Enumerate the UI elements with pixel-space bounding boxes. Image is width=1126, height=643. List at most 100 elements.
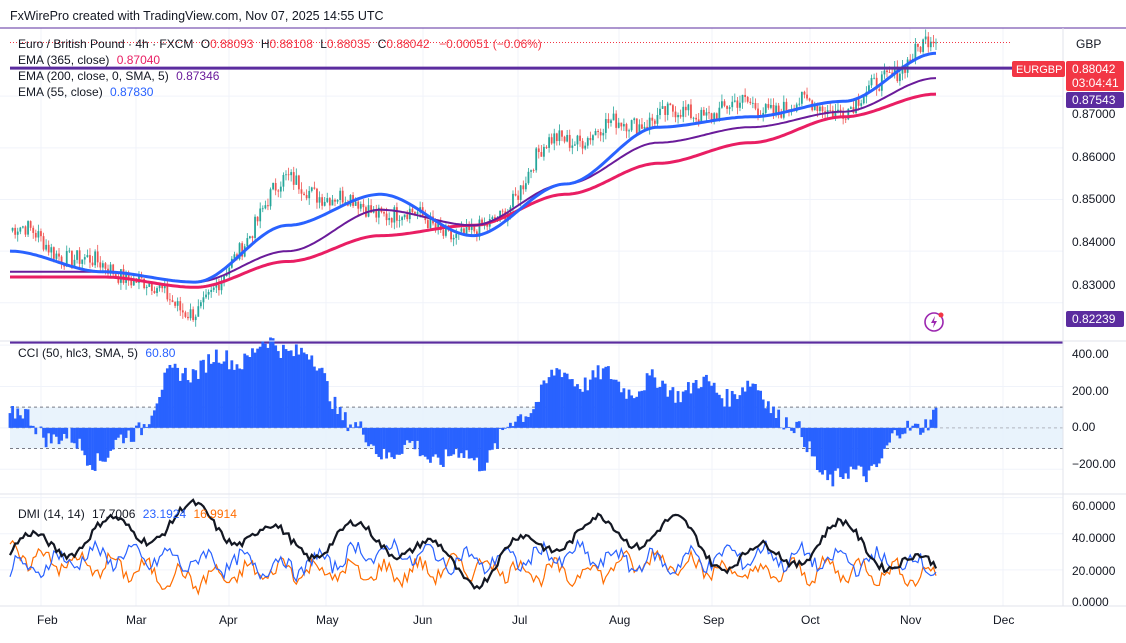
cci-bar	[622, 388, 626, 428]
candle	[692, 116, 695, 123]
time-axis[interactable]: Feb Mar Apr May Jun Jul Aug Sep Oct Nov …	[37, 613, 1014, 627]
cci-bar	[901, 427, 904, 435]
candle	[581, 138, 584, 155]
candle	[197, 299, 200, 317]
cci-bar	[862, 427, 866, 477]
lightning-icon[interactable]	[924, 312, 944, 332]
candle	[695, 113, 698, 124]
cci-legend[interactable]: CCI (50, hlc3, SMA, 5) 60.80	[18, 346, 176, 360]
candle	[806, 87, 808, 101]
dmi-legend[interactable]: DMI (14, 14) 17.7006 23.1924 16.9914	[18, 507, 237, 521]
candle	[568, 129, 571, 152]
time-tick: May	[316, 613, 339, 627]
cci-bar	[176, 367, 180, 428]
chart-credit: FxWirePro created with TradingView.com, …	[10, 9, 384, 23]
candle	[153, 286, 156, 294]
cci-bar	[307, 359, 311, 428]
cci-bar	[485, 427, 489, 463]
candle	[852, 100, 855, 114]
cci-bar	[841, 427, 845, 480]
cci-bar	[225, 350, 229, 428]
cci-bar	[717, 394, 721, 428]
candle	[532, 168, 535, 173]
cci-axis[interactable]: 400.00 200.00 0.00 −200.00	[1072, 347, 1116, 471]
ohlc-legend[interactable]: Euro / British Pound · 4h · FXCM O0.8809…	[18, 37, 542, 51]
cci-bar	[271, 338, 275, 428]
cci-pane[interactable]	[8, 337, 1063, 487]
cci-bar	[165, 368, 169, 428]
ema200-label: EMA (200, close, 0, SMA, 5)	[18, 69, 169, 83]
ema200-value: 0.87346	[176, 69, 220, 83]
candle	[169, 293, 171, 306]
cci-bar	[85, 427, 89, 466]
cci-bar	[372, 427, 376, 446]
minus-di-line	[9, 539, 937, 596]
candle	[808, 97, 811, 102]
cci-bar	[400, 427, 404, 454]
cci-bar	[558, 369, 561, 428]
cci-bar	[674, 402, 677, 428]
cci-bar	[666, 396, 670, 428]
dmi-axis[interactable]: 60.0000 40.0000 20.0000 0.0000	[1072, 499, 1116, 609]
cci-bar	[13, 418, 17, 428]
dmi-pane[interactable]	[9, 498, 938, 596]
cci-bar	[668, 390, 672, 428]
candle	[328, 197, 331, 212]
candle	[615, 110, 618, 135]
cci-bar	[795, 421, 799, 428]
cci-bar	[426, 427, 430, 460]
cci-bar	[831, 427, 835, 487]
cci-bar	[854, 427, 858, 470]
cci-bar	[612, 379, 615, 428]
candle	[339, 187, 342, 207]
price-pane[interactable]	[9, 29, 1063, 344]
cci-bar	[431, 427, 435, 457]
cci-bar	[552, 375, 556, 428]
candle	[24, 225, 27, 237]
legend-ema200[interactable]: EMA (200, close, 0, SMA, 5) 0.87346	[18, 69, 220, 83]
candle	[932, 35, 935, 48]
symbol-tag[interactable]	[1012, 61, 1065, 77]
price-axis[interactable]: GBP 0.87000 0.86000 0.85000 0.84000 0.83…	[1012, 37, 1124, 327]
candle	[205, 289, 207, 299]
candle	[754, 98, 757, 111]
candle	[194, 314, 197, 327]
indicator-legend[interactable]: EMA (365, close) 0.87040 EMA (200, close…	[18, 53, 220, 99]
cci-bar	[354, 422, 358, 428]
cci-bar	[555, 368, 559, 428]
cci-bar	[220, 363, 223, 428]
cci-bar	[122, 427, 125, 444]
cci-bar	[707, 381, 711, 428]
cci-bar	[498, 427, 502, 429]
candle	[282, 172, 285, 192]
cci-bar	[199, 360, 203, 428]
candle	[174, 301, 176, 309]
candle	[184, 310, 187, 319]
cci-bar	[472, 427, 476, 461]
cci-bar	[663, 383, 667, 428]
candle	[171, 295, 174, 303]
adx-value: 17.7006	[92, 507, 136, 521]
price-tick: 0.87000	[1072, 107, 1116, 121]
candle	[917, 43, 919, 52]
cci-bar	[42, 427, 45, 438]
cci-bar	[80, 427, 84, 451]
time-tick: Mar	[126, 613, 147, 627]
cci-bar	[331, 409, 334, 428]
candle	[919, 46, 922, 54]
cci-bar	[147, 424, 151, 428]
candle	[935, 38, 937, 50]
cci-label: CCI (50, hlc3, SMA, 5)	[18, 346, 138, 360]
cci-bar	[323, 373, 327, 428]
cci-bar	[751, 383, 755, 428]
legend-ema365[interactable]: EMA (365, close) 0.87040	[18, 53, 160, 67]
candle	[733, 93, 736, 103]
cci-bar	[374, 427, 378, 455]
candle	[679, 109, 682, 119]
cci-bar	[395, 427, 399, 455]
candle	[109, 262, 112, 279]
cci-bar	[359, 421, 363, 428]
candle	[721, 94, 723, 109]
legend-ema55[interactable]: EMA (55, close) 0.87830	[18, 85, 154, 99]
